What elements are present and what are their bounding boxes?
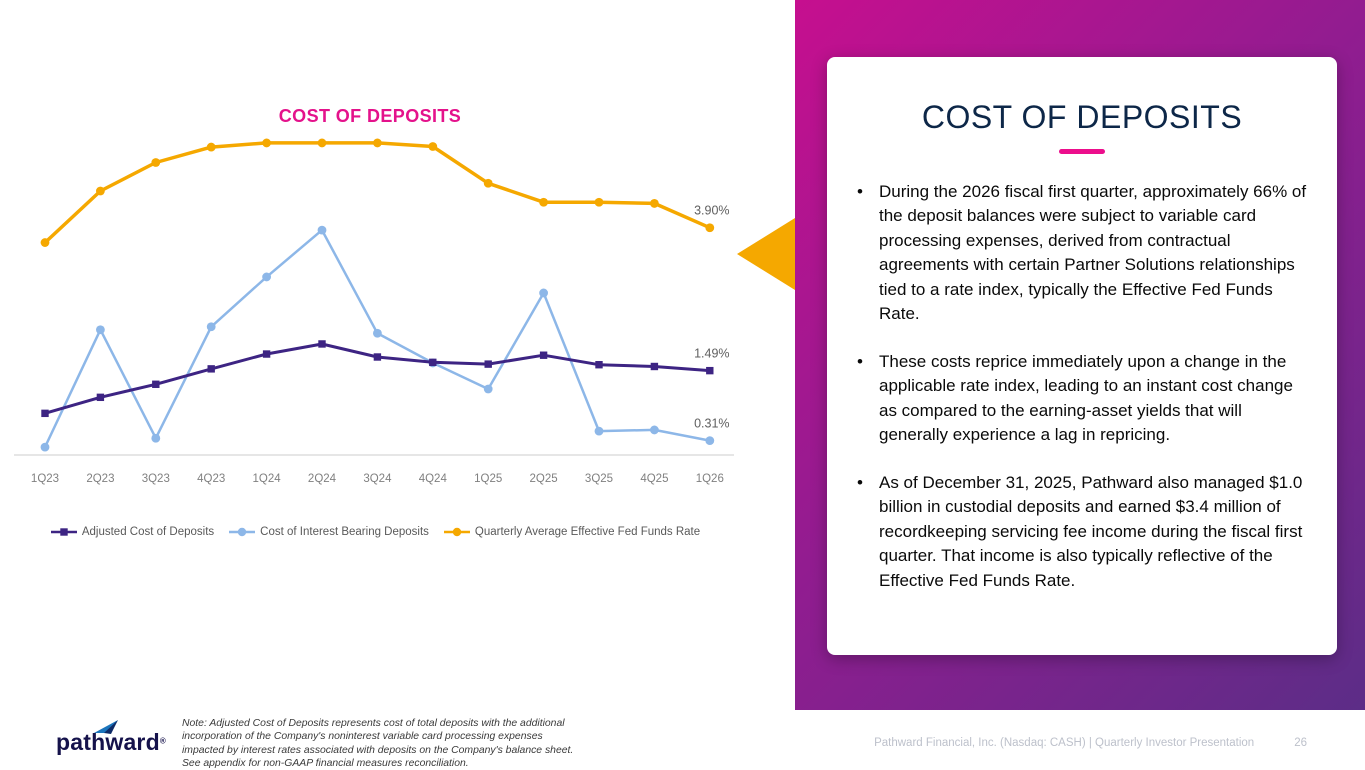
cost-of-deposits-chart: 1Q23 2Q23 3Q23 4Q23 1Q24 2Q24 3Q24 4Q24 1Q25 2Q25… bbox=[14, 138, 734, 485]
x-tick: 2Q23 bbox=[86, 473, 114, 485]
callout-arrow-icon bbox=[737, 218, 795, 290]
x-tick: 3Q25 bbox=[585, 473, 613, 485]
page-number: 26 bbox=[1294, 737, 1307, 749]
x-tick: 2Q24 bbox=[308, 473, 337, 485]
series-marker bbox=[594, 197, 604, 207]
series-marker bbox=[262, 350, 271, 358]
series-end-label: 1.49% bbox=[694, 347, 729, 361]
series-marker bbox=[705, 223, 715, 233]
footer-attribution-row: Pathward Financial, Inc. (Nasdaq: CASH) … bbox=[874, 737, 1307, 749]
x-tick: 2Q25 bbox=[530, 473, 558, 485]
series-end-label: 3.90% bbox=[694, 204, 729, 218]
series-marker bbox=[96, 393, 105, 402]
chart-title: COST OF DEPOSITS bbox=[278, 106, 462, 126]
series-marker bbox=[650, 362, 659, 371]
series-marker bbox=[96, 186, 105, 196]
series-marker bbox=[539, 288, 548, 298]
logo-reg-mark: ® bbox=[159, 736, 166, 746]
series-marker bbox=[262, 138, 271, 148]
series-marker bbox=[594, 426, 604, 436]
series-line bbox=[43, 228, 711, 448]
series-marker bbox=[429, 358, 437, 367]
legend-item-adjusted-cost: Adjusted Cost of Deposits bbox=[50, 526, 214, 538]
x-tick: 3Q24 bbox=[363, 473, 392, 485]
purple-square-line-icon bbox=[50, 528, 77, 536]
card-title: COST OF DEPOSITS bbox=[921, 99, 1243, 135]
legend-item-interest-bearing: Cost of Interest Bearing Deposits bbox=[228, 526, 429, 538]
x-tick: 1Q24 bbox=[253, 473, 282, 485]
cost-of-deposits-card: COST OF DEPOSITS During the 2026 fiscal … bbox=[827, 57, 1337, 655]
legend-item-fed-funds: Quarterly Average Effective Fed Funds Ra… bbox=[443, 526, 700, 538]
series-marker bbox=[373, 353, 382, 361]
series-marker bbox=[484, 360, 492, 368]
chart-legend: Adjusted Cost of Deposits Cost of Intere… bbox=[10, 526, 740, 538]
footer-attribution: Pathward Financial, Inc. (Nasdaq: CASH) … bbox=[874, 737, 1255, 749]
series-marker bbox=[207, 365, 215, 373]
series-marker bbox=[151, 433, 161, 443]
series-marker bbox=[152, 380, 160, 388]
x-tick: 4Q24 bbox=[419, 473, 448, 485]
series-marker bbox=[40, 442, 50, 452]
series-marker bbox=[428, 142, 438, 151]
series-marker bbox=[706, 366, 714, 375]
bullet-item: As of December 31, 2025, Pathward also m… bbox=[855, 471, 1309, 593]
series-marker bbox=[262, 272, 271, 282]
orange-circle-line-icon bbox=[443, 527, 470, 537]
x-tick: 4Q23 bbox=[197, 473, 225, 485]
series-line bbox=[43, 141, 711, 244]
bullet-item: During the 2026 fiscal first quarter, ap… bbox=[855, 180, 1309, 327]
bullet-item: These costs reprice immediately upon a c… bbox=[855, 350, 1309, 448]
series-marker bbox=[206, 322, 216, 332]
series-marker bbox=[373, 138, 382, 148]
x-tick: 3Q23 bbox=[142, 473, 170, 485]
series-marker bbox=[206, 142, 216, 152]
x-tick: 1Q23 bbox=[31, 473, 59, 485]
series-marker bbox=[539, 351, 548, 359]
series-marker bbox=[41, 409, 49, 418]
legend-label: Quarterly Average Effective Fed Funds Ra… bbox=[474, 526, 701, 538]
series-marker bbox=[595, 361, 603, 369]
series-marker bbox=[96, 325, 105, 335]
legend-label: Adjusted Cost of Deposits bbox=[81, 526, 215, 538]
series-marker bbox=[483, 178, 493, 188]
blue-circle-line-icon bbox=[229, 527, 256, 537]
series-marker bbox=[40, 238, 50, 247]
pathward-logo: pathward® bbox=[56, 720, 166, 759]
x-tick: 1Q25 bbox=[474, 473, 502, 485]
series-marker bbox=[318, 340, 326, 348]
series-marker bbox=[317, 225, 327, 235]
series-marker bbox=[373, 328, 382, 338]
legend-label: Cost of Interest Bearing Deposits bbox=[260, 526, 429, 538]
series-marker bbox=[483, 384, 493, 394]
bullet-list: During the 2026 fiscal first quarter, ap… bbox=[855, 180, 1309, 593]
series-marker bbox=[539, 197, 548, 207]
pathward-arrow-icon bbox=[94, 720, 118, 734]
series-end-label: 0.31% bbox=[694, 417, 729, 431]
footnote: Note: Adjusted Cost of Deposits represen… bbox=[182, 718, 574, 769]
series-marker bbox=[317, 138, 327, 148]
series-marker bbox=[151, 158, 161, 167]
series-marker bbox=[650, 425, 659, 435]
x-tick: 1Q26 bbox=[696, 473, 724, 485]
x-tick: 4Q25 bbox=[640, 473, 668, 485]
accent-underline bbox=[1059, 149, 1105, 154]
series-marker bbox=[705, 436, 715, 446]
series-marker bbox=[650, 199, 659, 208]
